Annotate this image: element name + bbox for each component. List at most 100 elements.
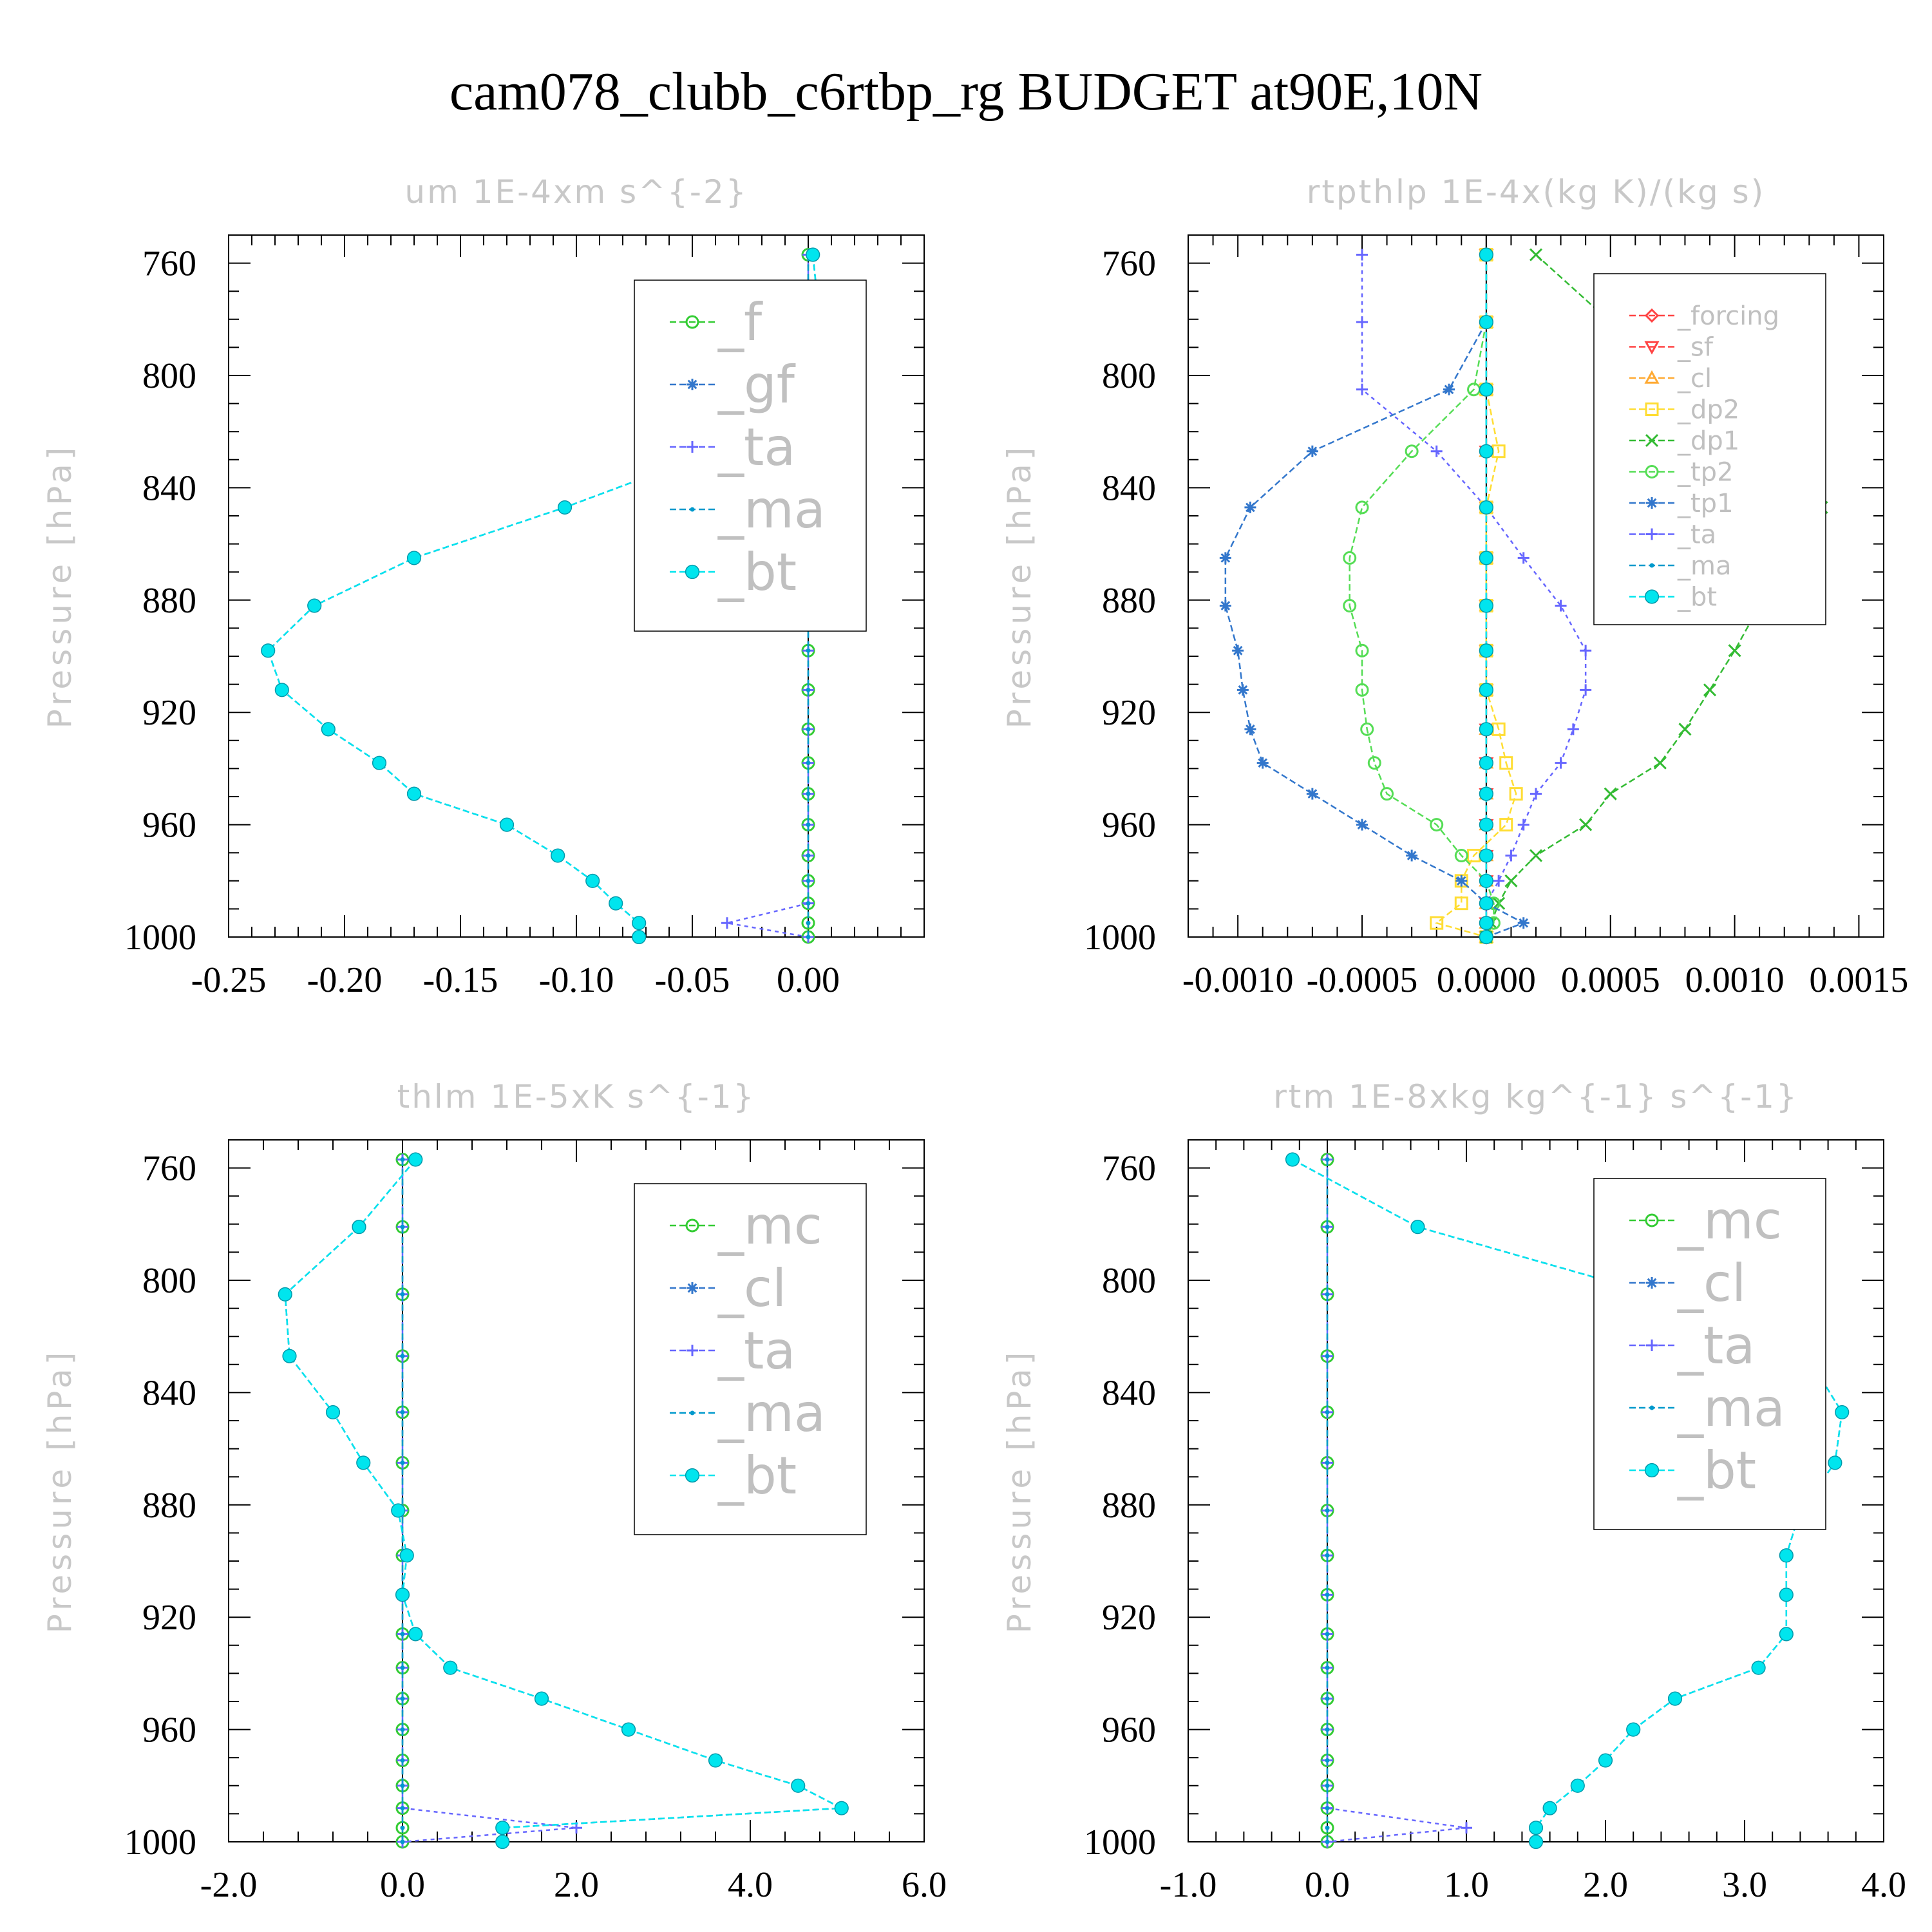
data-point xyxy=(1325,1157,1330,1162)
x-tick-label: 0.0010 xyxy=(1685,960,1785,1000)
data-point xyxy=(708,1753,723,1768)
legend-marker xyxy=(1644,341,1660,355)
data-point xyxy=(1325,1553,1330,1558)
legend-label: _dp2 xyxy=(1677,395,1739,425)
data-point xyxy=(1517,917,1530,929)
data-point xyxy=(282,1349,297,1363)
data-point xyxy=(1232,645,1244,657)
data-point xyxy=(806,648,811,653)
chart-panel: rtpthlp 1E-4x(kg K)/(kg s) Pressure [hPa]… xyxy=(1001,173,1908,1000)
data-point xyxy=(400,1157,405,1162)
legend-label: _mc xyxy=(717,1196,822,1256)
y-axis-label: Pressure [hPa] xyxy=(41,444,79,729)
legend-label: _bt xyxy=(1677,583,1717,612)
data-point xyxy=(406,551,422,565)
data-point xyxy=(1509,787,1523,801)
data-point xyxy=(1653,756,1667,770)
data-point xyxy=(1542,1801,1557,1815)
legend-label: _bt xyxy=(717,1446,797,1506)
data-point xyxy=(1325,1292,1330,1297)
legend-marker xyxy=(1649,1405,1654,1410)
legend-label: _bt xyxy=(717,542,797,602)
data-point xyxy=(1325,1354,1330,1359)
data-point xyxy=(1306,788,1318,800)
x-tick-label: -0.0010 xyxy=(1182,960,1294,1000)
data-point xyxy=(1555,757,1567,769)
data-point xyxy=(1835,1405,1850,1420)
data-point xyxy=(372,755,387,770)
legend-marker xyxy=(1646,1340,1658,1351)
data-point xyxy=(806,920,811,925)
data-point xyxy=(1479,444,1493,459)
series-line xyxy=(1326,1159,1467,1843)
legend-marker xyxy=(1644,589,1660,604)
series-tp1 xyxy=(1219,249,1530,943)
data-point xyxy=(806,853,811,858)
data-point xyxy=(1479,873,1493,888)
legend-label: _ta xyxy=(1677,1316,1755,1376)
data-point xyxy=(1461,1822,1472,1834)
y-tick-label: 960 xyxy=(1102,806,1156,846)
data-point xyxy=(1356,383,1368,395)
data-point xyxy=(1406,849,1418,862)
legend-label: _tp1 xyxy=(1677,489,1734,518)
x-tick-label: -0.05 xyxy=(655,960,730,1000)
legend-marker xyxy=(685,564,700,580)
data-point xyxy=(1360,722,1374,736)
series-line xyxy=(1349,254,1495,938)
y-tick-label: 800 xyxy=(1102,356,1156,396)
y-tick-label: 840 xyxy=(142,1373,196,1413)
data-point xyxy=(806,726,811,732)
data-point xyxy=(395,1587,410,1602)
series-ma xyxy=(1325,1157,1330,1844)
data-point xyxy=(400,1410,405,1415)
y-tick-label: 880 xyxy=(142,581,196,621)
y-tick-label: 800 xyxy=(142,1261,196,1301)
data-point xyxy=(1454,896,1468,911)
legend-marker xyxy=(687,1345,698,1356)
data-point xyxy=(1479,929,1493,945)
data-point xyxy=(1325,1508,1330,1513)
data-point xyxy=(721,917,733,929)
data-point xyxy=(1430,818,1444,832)
data-point xyxy=(1479,722,1493,737)
data-point xyxy=(1529,849,1543,862)
legend-label: _cl xyxy=(1677,1253,1746,1313)
data-point xyxy=(1325,1758,1330,1763)
y-axis-label: Pressure [hPa] xyxy=(1001,444,1038,729)
data-point xyxy=(495,1834,510,1850)
data-point xyxy=(806,247,820,262)
data-point xyxy=(1325,1839,1330,1844)
series-line xyxy=(401,1159,577,1843)
y-tick-label: 960 xyxy=(142,806,196,846)
x-tick-label: 2.0 xyxy=(1583,1865,1628,1905)
panels: um 1E-4xm s^{-2} Pressure [hPa] 760 800 840 8… xyxy=(41,173,1908,1905)
y-axis-label: Pressure [hPa] xyxy=(1001,1349,1038,1634)
data-point xyxy=(1325,1696,1330,1701)
figure-title: cam078_clubb_c6rtbp_rg BUDGET at90E,10N xyxy=(450,62,1482,122)
data-point xyxy=(1479,598,1493,613)
data-point xyxy=(1285,1152,1300,1167)
legend-label: _ma xyxy=(717,480,826,540)
legend-label: _bt xyxy=(1677,1441,1756,1501)
data-point xyxy=(400,1292,405,1297)
data-point xyxy=(274,683,289,697)
data-point xyxy=(1236,684,1249,696)
data-point xyxy=(1779,1627,1794,1642)
data-point xyxy=(1325,1783,1330,1788)
data-point xyxy=(806,791,811,797)
data-point xyxy=(1455,875,1468,887)
x-tick-label: -2.0 xyxy=(200,1865,258,1905)
data-point xyxy=(1219,600,1231,612)
data-point xyxy=(1529,248,1543,261)
data-point xyxy=(534,1691,549,1706)
data-point xyxy=(1779,1587,1794,1602)
data-point xyxy=(1325,1631,1330,1636)
data-point xyxy=(834,1801,849,1815)
x-tick-label: -0.25 xyxy=(191,960,267,1000)
x-tick-label: -0.0005 xyxy=(1307,960,1418,1000)
series-ta xyxy=(1356,249,1592,943)
data-point xyxy=(1325,1592,1330,1597)
legend: _f_gf_ta_ma_bt xyxy=(634,279,867,632)
data-point xyxy=(1405,444,1419,459)
